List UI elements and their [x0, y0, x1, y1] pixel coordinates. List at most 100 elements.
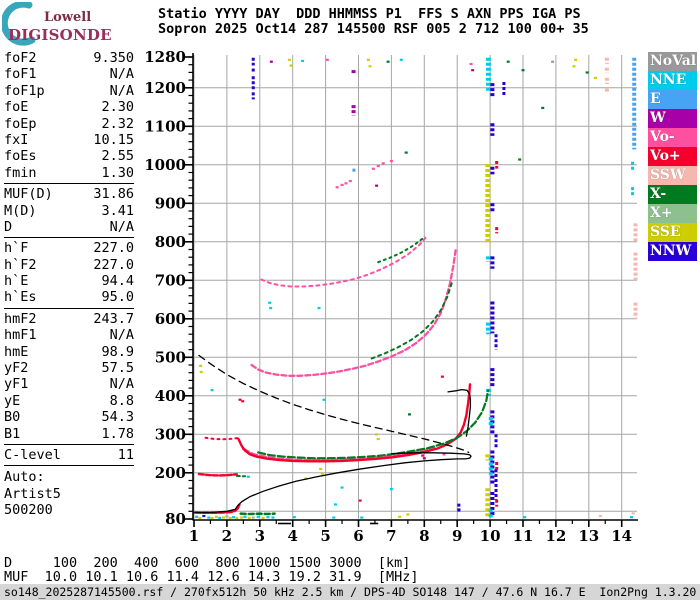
- echo-speckle: [247, 516, 251, 520]
- y-tick-label: 1200: [144, 79, 186, 97]
- echo-speckle: [210, 516, 214, 520]
- echo-speckle: [266, 516, 270, 519]
- trace-E-2hop-red: [197, 472, 238, 477]
- echo-speckle: [271, 516, 275, 519]
- echo-speckle: [368, 65, 372, 68]
- echo-speckle: [246, 475, 250, 478]
- echo-speckle: [551, 60, 555, 63]
- x-tick-label: 4: [287, 527, 297, 545]
- param-row-M(D): M(D) 3.41: [4, 203, 134, 219]
- x-tick-label: 13: [578, 527, 599, 545]
- echo-speckle: [422, 457, 426, 460]
- trace-E-3hop-red: [204, 436, 239, 441]
- echo-speckle: [574, 58, 578, 61]
- legend-item-NoVal: NoVal: [648, 52, 697, 71]
- y-tick-label: 1280: [144, 48, 186, 66]
- echo-speckle: [261, 516, 265, 520]
- legend-item-X+: X+: [648, 204, 697, 223]
- param-value: 1.78: [101, 425, 134, 442]
- param-value: 54.3: [101, 409, 134, 426]
- y-tick-label: 80: [165, 510, 186, 528]
- echo-speckle: [322, 398, 326, 401]
- param-group-1: MUF(D) 31.86 M(D) 3.41 D N/A: [4, 186, 134, 239]
- echo-speckle: [287, 58, 291, 61]
- y-tick-label: 500: [155, 348, 186, 366]
- echo-speckle: [506, 60, 510, 63]
- echo-speckle: [228, 516, 232, 520]
- header-values: Sopron 2025 Oct14 287 145500 RSF 005 2 7…: [158, 21, 589, 37]
- legend-item-W: W: [648, 109, 697, 128]
- x-tick-label: 11: [513, 527, 534, 545]
- echo-speckle: [389, 159, 393, 163]
- echo-speckle: [471, 69, 475, 72]
- y-tick-label: 1000: [144, 156, 186, 174]
- param-value: 94.4: [101, 273, 134, 290]
- echo-speckle: [421, 454, 425, 457]
- param-label: foEs: [4, 148, 37, 165]
- param-label: foF1p: [4, 82, 45, 99]
- echo-speckle: [406, 513, 410, 516]
- footer-muf-row: MUF 10.0 10.1 10.6 11.4 12.6 14.3 19.2 3…: [4, 569, 419, 585]
- param-value: 31.86: [93, 186, 134, 203]
- echo-speckle: [256, 515, 260, 518]
- y-tick-label: 400: [155, 387, 186, 405]
- legend-item-NNW: NNW: [648, 242, 697, 261]
- y-tick-label: 700: [155, 271, 186, 289]
- echo-speckle: [572, 65, 576, 68]
- echo-speckle: [541, 106, 545, 110]
- echo-speckle: [301, 59, 305, 63]
- trace-true-height-profile: [194, 452, 472, 514]
- param-label: foE: [4, 99, 29, 116]
- echo-speckle: [375, 433, 379, 436]
- param-value: 10.15: [93, 131, 134, 148]
- param-value: N/A: [109, 66, 134, 83]
- param-value: N/A: [109, 327, 134, 344]
- echo-speckle: [207, 516, 211, 519]
- echo-speckle: [518, 158, 522, 161]
- param-label: h`Es: [4, 289, 37, 306]
- param-row-yF2: yF2 57.5: [4, 360, 134, 376]
- legend-item-X-: X-: [648, 185, 697, 204]
- param-value: 57.5: [101, 360, 134, 377]
- autoscaling-info: Auto: Artist5 500200: [4, 469, 134, 518]
- echo-speckle: [375, 184, 379, 187]
- footer-d-row: D 100 200 400 600 800 1000 1500 3000 [km…: [4, 555, 411, 571]
- echo-speckle: [198, 516, 202, 520]
- echo-speckle: [389, 487, 393, 491]
- echo-speckle: [407, 413, 411, 416]
- param-value: N/A: [109, 82, 134, 99]
- echo-speckle: [366, 58, 370, 61]
- param-row-yF1: yF1 N/A: [4, 376, 134, 392]
- param-label: foEp: [4, 115, 37, 132]
- echo-speckle: [440, 375, 444, 378]
- echo-speckle: [325, 58, 329, 61]
- trace-fitted-trace-black: [447, 388, 472, 437]
- x-tick-label: 9: [452, 527, 462, 545]
- param-label: fxI: [4, 131, 29, 148]
- echo-speckle: [214, 515, 218, 518]
- param-row-MUF(D): MUF(D) 31.86: [4, 186, 134, 202]
- echo-speckle: [457, 508, 461, 511]
- param-row-hmF2: hmF2 243.7: [4, 311, 134, 327]
- echo-speckle: [269, 60, 273, 63]
- echo-speckle: [381, 162, 385, 165]
- param-label: MUF(D): [4, 186, 53, 203]
- param-value: 1.30: [101, 164, 134, 181]
- param-label: yE: [4, 392, 21, 409]
- echo-speckle: [371, 167, 375, 170]
- param-row-D: D N/A: [4, 219, 134, 235]
- echo-speckle: [235, 516, 239, 520]
- x-tick-label: 1: [189, 527, 199, 545]
- legend-item-SSE: SSE: [648, 223, 697, 242]
- header-column-labels: Statio YYYY DAY DDD HHMMSS P1 FFS S AXN …: [158, 6, 581, 22]
- color-legend: NoVal NNE E W Vo- Vo+ SSW X- X+ SSE NNW: [648, 52, 697, 261]
- param-label: B0: [4, 409, 21, 426]
- x-tick-label: 10: [480, 527, 501, 545]
- param-label: h`E: [4, 273, 29, 290]
- auto-line: 500200: [4, 502, 53, 519]
- echo-speckle: [399, 58, 403, 61]
- param-value: 2.32: [101, 115, 134, 132]
- param-value: 2.30: [101, 99, 134, 116]
- param-group-3: hmF2 243.7 hmF1 N/A hmE 98.9 yF2 57.5 yF1 N/A yE 8.…: [4, 311, 134, 445]
